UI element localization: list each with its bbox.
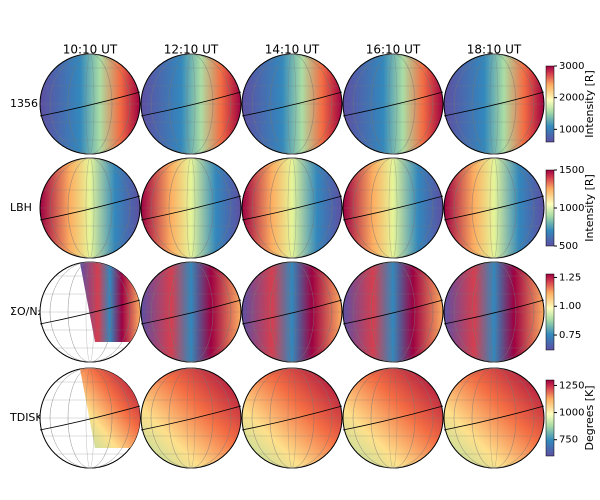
equator	[241, 299, 343, 325]
equator	[39, 195, 141, 221]
globe	[241, 261, 343, 363]
graticule	[352, 261, 434, 363]
globe	[443, 367, 545, 469]
colorbar-tick-label: 3000	[559, 61, 584, 72]
row-label: ΣO/N₂	[10, 305, 42, 318]
equator	[39, 91, 141, 117]
colorbar	[545, 65, 555, 143]
equator	[443, 91, 545, 117]
equator	[39, 405, 141, 431]
equator	[342, 91, 444, 117]
colorbar-label: Degrees [K]	[583, 385, 596, 450]
globe	[39, 157, 141, 259]
equator	[241, 91, 343, 117]
colorbar-tick-label: 2000	[559, 93, 584, 104]
globe	[241, 53, 343, 155]
equator	[140, 195, 242, 221]
column-title: 14:10 UT	[265, 43, 320, 57]
graticule	[453, 157, 535, 259]
equator	[443, 195, 545, 221]
row-label: TDISK	[9, 411, 43, 424]
globe-fill	[80, 261, 141, 342]
globe	[140, 53, 242, 155]
equator	[140, 91, 242, 117]
graticule	[352, 367, 434, 469]
globe	[241, 367, 343, 469]
colorbar-tick-label: 1.00	[559, 301, 581, 312]
colorbar	[545, 273, 555, 351]
globe	[443, 157, 545, 259]
graticule	[352, 157, 434, 259]
globe	[39, 367, 141, 469]
graticule	[453, 367, 535, 469]
equator	[342, 405, 444, 431]
colorbar	[545, 169, 555, 247]
graticule	[251, 261, 333, 363]
graticule	[251, 53, 333, 155]
globe	[241, 157, 343, 259]
colorbar-tick-label: 1000	[559, 124, 584, 135]
column-title: 18:10 UT	[467, 43, 522, 57]
row-label: LBH	[10, 201, 32, 214]
globe	[140, 261, 242, 363]
graticule	[49, 157, 131, 259]
globe-fill	[80, 367, 141, 448]
globe	[342, 261, 444, 363]
colorbar-tick-label: 1500	[559, 165, 584, 176]
graticule	[251, 157, 333, 259]
graticule	[150, 261, 232, 363]
equator	[140, 405, 242, 431]
equator	[342, 299, 444, 325]
globe	[342, 367, 444, 469]
colorbar-tick-label: 1250	[559, 380, 584, 391]
globe	[140, 367, 242, 469]
equator	[39, 299, 141, 325]
column-title: 12:10 UT	[164, 43, 219, 57]
graticule	[453, 53, 535, 155]
colorbar-label: Intensity [R]	[583, 70, 596, 138]
colorbar-tick-label: 500	[559, 241, 578, 252]
equator	[140, 299, 242, 325]
globe	[443, 53, 545, 155]
graticule	[150, 53, 232, 155]
graticule	[251, 367, 333, 469]
globe	[39, 261, 141, 363]
colorbar-tick-label: 1.25	[559, 272, 581, 283]
colorbar-tick-label: 0.75	[559, 330, 581, 341]
graticule	[49, 261, 131, 363]
globe	[39, 53, 141, 155]
colorbar	[545, 379, 555, 457]
column-title: 16:10 UT	[366, 43, 421, 57]
graticule	[453, 261, 535, 363]
globe	[140, 157, 242, 259]
colorbar-label: Intensity [R]	[583, 174, 596, 242]
equator	[443, 405, 545, 431]
graticule	[150, 157, 232, 259]
equator	[241, 195, 343, 221]
equator	[342, 195, 444, 221]
graticule	[49, 53, 131, 155]
graticule	[352, 53, 434, 155]
globe	[342, 157, 444, 259]
graticule	[150, 367, 232, 469]
column-title: 10:10 UT	[63, 43, 118, 57]
row-label: 1356	[10, 97, 38, 110]
globe	[342, 53, 444, 155]
equator	[241, 405, 343, 431]
graticule	[49, 367, 131, 469]
globe	[443, 261, 545, 363]
colorbar-tick-label: 1000	[559, 203, 584, 214]
equator	[443, 299, 545, 325]
colorbar-tick-label: 750	[559, 435, 578, 446]
colorbar-tick-label: 1000	[559, 408, 584, 419]
